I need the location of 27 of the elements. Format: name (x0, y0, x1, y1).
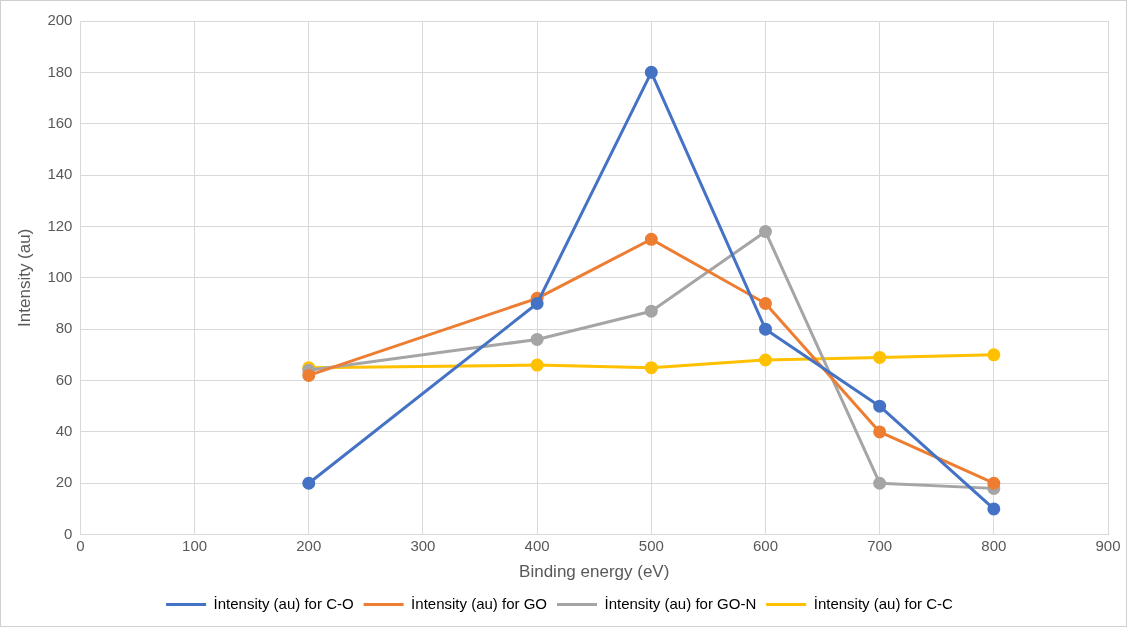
x-tick-label: 400 (524, 536, 550, 554)
y-tick-label: 180 (47, 62, 73, 80)
legend-label: İntensity (au) for C-O (213, 594, 354, 612)
y-axis-title: Intensity (au) (14, 228, 34, 327)
y-tick-label: 100 (47, 267, 73, 285)
x-tick-label: 900 (1095, 536, 1121, 554)
x-tick-label: 200 (296, 536, 322, 554)
legend-label: İntensity (au) for GO-N (604, 594, 757, 612)
legend-label: İntensity (au) for C-C (813, 594, 954, 612)
x-tick-label: 0 (76, 536, 85, 554)
y-tick-label: 80 (55, 319, 73, 337)
x-tick-label: 600 (752, 536, 778, 554)
y-tick-label: 0 (64, 524, 73, 542)
x-tick-label: 700 (867, 536, 893, 554)
y-tick-label: 60 (55, 370, 73, 388)
legend-label: İntensity (au) for GO (411, 594, 548, 612)
y-tick-label: 160 (47, 113, 73, 131)
y-tick-label: 40 (55, 422, 73, 440)
y-tick-label: 20 (55, 473, 73, 491)
y-tick-label: 200 (47, 11, 73, 29)
x-tick-label: 300 (410, 536, 436, 554)
x-axis-title: Binding energy (eV) (519, 562, 670, 582)
y-tick-label: 140 (47, 165, 73, 183)
x-tick-label: 100 (182, 536, 208, 554)
x-tick-label: 800 (981, 536, 1007, 554)
y-tick-label: 120 (47, 216, 73, 234)
x-tick-label: 500 (638, 536, 664, 554)
